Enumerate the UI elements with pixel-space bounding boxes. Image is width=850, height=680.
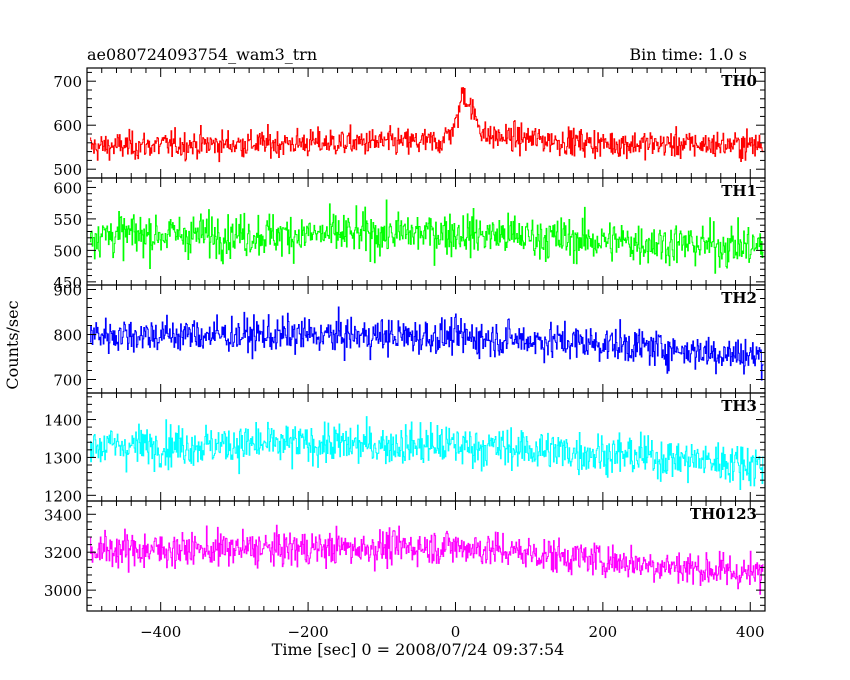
y-tick-label: 900 bbox=[53, 282, 82, 300]
series-line-th2 bbox=[89, 306, 764, 381]
x-tick-label: 0 bbox=[451, 623, 461, 641]
series-label-th3: TH3 bbox=[721, 397, 757, 415]
bin-time-label: Bin time: 1.0 s bbox=[629, 45, 747, 64]
series-line-th3 bbox=[89, 416, 764, 490]
panel-th3: 1200 1300 1400 TH3 bbox=[44, 392, 766, 505]
series-label-th0: TH0 bbox=[721, 72, 757, 90]
panel-th1: 450 500 550 600 TH1 bbox=[53, 177, 766, 292]
panel-th2: 700 800 900 TH2 bbox=[53, 282, 766, 394]
y-tick-label: 1300 bbox=[44, 449, 82, 467]
x-axis: −400 −200 0 200 400 bbox=[140, 623, 764, 641]
series-line-th1 bbox=[89, 199, 764, 274]
series-label-th1: TH1 bbox=[721, 182, 757, 200]
panel-th0123: 3000 3200 3400 TH0123 bbox=[44, 500, 766, 612]
series-label-th2: TH2 bbox=[721, 289, 757, 307]
x-tick-label: 400 bbox=[736, 623, 765, 641]
panel-th0: 500 600 700 TH0 bbox=[53, 67, 766, 179]
y-tick-label: 600 bbox=[53, 179, 82, 197]
y-tick-label: 3000 bbox=[44, 582, 82, 600]
x-tick-label: 200 bbox=[589, 623, 618, 641]
y-tick-label: 3400 bbox=[44, 506, 82, 524]
panel-frame bbox=[86, 67, 766, 179]
series-line-th0 bbox=[89, 87, 764, 163]
y-tick-label: 500 bbox=[53, 161, 82, 179]
y-tick-label: 1400 bbox=[44, 412, 82, 430]
series-label-th0123: TH0123 bbox=[690, 505, 757, 523]
y-tick-label: 600 bbox=[53, 117, 82, 135]
x-tick-label: −200 bbox=[287, 623, 328, 641]
y-tick-label: 700 bbox=[53, 73, 82, 91]
y-tick-label: 700 bbox=[53, 372, 82, 390]
x-axis-label: Time [sec] 0 = 2008/07/24 09:37:54 bbox=[272, 640, 565, 659]
y-tick-label: 500 bbox=[53, 242, 82, 260]
panel-frame bbox=[86, 500, 766, 612]
chart-title: ae080724093754_wam3_trn bbox=[87, 45, 317, 64]
y-axis-label: Counts/sec bbox=[3, 300, 22, 389]
series-line-th0123 bbox=[89, 524, 764, 595]
x-tick-label: −400 bbox=[140, 623, 181, 641]
y-tick-label: 1200 bbox=[44, 487, 82, 505]
y-tick-label: 550 bbox=[53, 211, 82, 229]
y-tick-label: 450 bbox=[53, 274, 82, 292]
y-tick-label: 800 bbox=[53, 327, 82, 345]
y-tick-label: 3200 bbox=[44, 544, 82, 562]
